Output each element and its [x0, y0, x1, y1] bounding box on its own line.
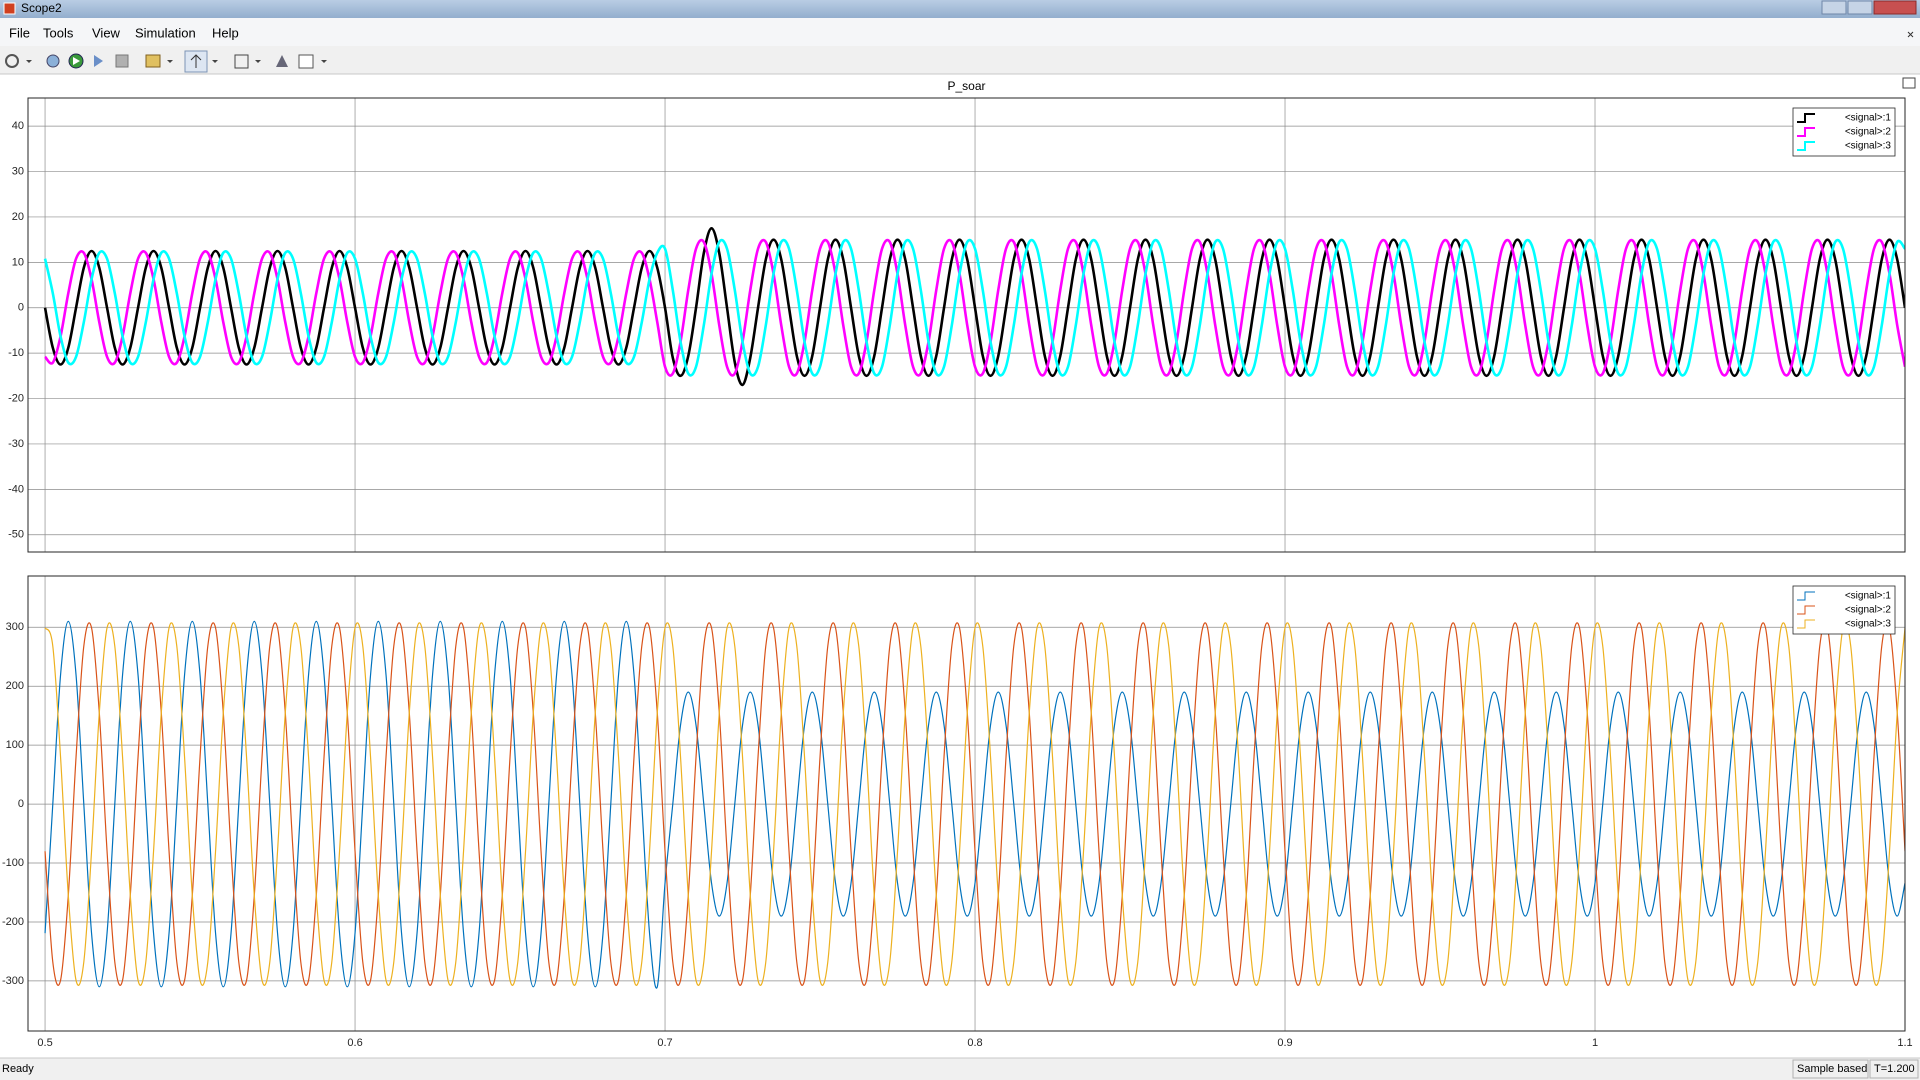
x-tick-label: 0.6 — [347, 1037, 362, 1049]
step-forward-button[interactable] — [94, 55, 103, 67]
y-tick-label: -10 — [8, 347, 24, 359]
autoscale-button[interactable] — [234, 54, 249, 69]
scope-axes: P_soar -50 -40 -30 -20 -10 0 10 20 30 40 <signal>:1… — [8, 79, 1906, 553]
dropdown — [255, 60, 261, 63]
y-tick-label: 40 — [12, 120, 24, 132]
dropdown — [212, 60, 218, 63]
stop-button[interactable] — [115, 54, 129, 68]
trigger-button[interactable] — [276, 55, 288, 67]
menu-item[interactable]: Simulation — [135, 25, 196, 40]
signal-line — [44, 620, 1905, 989]
y-tick-label: -30 — [8, 438, 24, 450]
x-tick-label: 0.5 — [37, 1037, 52, 1049]
legend-label: <signal>:1 — [1845, 113, 1892, 124]
signal-line — [43, 238, 1905, 377]
legend-swatch — [1797, 113, 1815, 123]
y-tick-label: 20 — [12, 211, 24, 223]
status-bar — [0, 1058, 1920, 1080]
app-icon — [3, 2, 16, 15]
legend-swatch — [1797, 605, 1815, 615]
dropdown — [321, 60, 327, 63]
legend-swatch — [1797, 619, 1815, 629]
signal-line — [44, 622, 1905, 986]
close-button[interactable] — [1873, 0, 1917, 15]
dropdown — [167, 60, 173, 63]
y-tick-label: -100 — [2, 857, 24, 869]
maximize-button[interactable] — [1847, 0, 1873, 15]
title-bar — [0, 0, 1920, 18]
x-tick-label: 0.8 — [967, 1037, 982, 1049]
axes-border — [27, 575, 1906, 1032]
legend-swatch — [1797, 127, 1815, 137]
signal-line — [44, 622, 1905, 986]
x-tick-label: 1.1 — [1897, 1037, 1912, 1049]
menu-item[interactable]: View — [92, 25, 121, 40]
y-tick-label: 0 — [18, 798, 24, 810]
highlight-button[interactable] — [145, 54, 161, 68]
style-button[interactable] — [298, 54, 314, 69]
menu-items: File Tools View Simulation Help — [9, 25, 239, 40]
plots: P_soar-50-40-30-20-10010203040<signal>:1… — [2, 79, 1913, 1049]
axes-title: P_soar — [947, 79, 985, 93]
legend-label: <signal>:2 — [1845, 127, 1892, 138]
legend-label: <signal>:2 — [1845, 605, 1892, 616]
menu-item[interactable]: Tools — [43, 25, 74, 40]
window-title: Scope2 — [21, 1, 62, 15]
y-tick-label: 100 — [6, 739, 24, 751]
x-tick-label: 0.9 — [1277, 1037, 1292, 1049]
legend-label: <signal>:1 — [1845, 591, 1892, 602]
run-icon — [73, 57, 80, 65]
signal-line — [44, 238, 1905, 377]
menu-item[interactable]: Help — [212, 25, 239, 40]
scope-axes: -300 -200 -100 0 100 200 300 0.5 0.6 0.7 0.8 0.9 1 1.… — [2, 575, 1913, 1049]
y-tick-label: 30 — [12, 165, 24, 177]
signal-line — [43, 227, 1905, 387]
menu-item[interactable]: File — [9, 25, 30, 40]
legend-label: <signal>:3 — [1845, 141, 1892, 152]
dropdown[interactable] — [26, 60, 32, 63]
status-cell — [1869, 1059, 1919, 1079]
x-tick-label: 1 — [1592, 1037, 1598, 1049]
y-tick-label: -20 — [8, 392, 24, 404]
menu-bar — [0, 18, 1920, 46]
status-mode: Sample based — [1797, 1063, 1867, 1075]
legend-swatch — [1797, 141, 1815, 151]
status-cell — [1792, 1059, 1869, 1079]
zoom-icon — [190, 54, 202, 68]
settings-button[interactable] — [5, 54, 19, 68]
legend-box — [1792, 107, 1896, 157]
x-tick-label: 0.7 — [657, 1037, 672, 1049]
legend-swatch — [1797, 591, 1815, 601]
y-tick-label: -300 — [2, 975, 24, 987]
legend-label: <signal>:3 — [1845, 619, 1892, 630]
y-tick-label: 10 — [12, 256, 24, 268]
y-tick-label: 200 — [6, 680, 24, 692]
dock-arrow[interactable] — [1907, 31, 1914, 38]
step-back-button[interactable] — [46, 54, 60, 68]
status-time: T=1.200 — [1874, 1063, 1915, 1075]
y-tick-label: 0 — [18, 302, 24, 314]
legend-box — [1792, 585, 1896, 635]
toolbar — [0, 46, 1920, 74]
minimize-button[interactable] — [1821, 0, 1847, 15]
undock-button[interactable] — [1902, 77, 1916, 89]
status-text: Ready — [2, 1063, 34, 1075]
y-tick-label: 300 — [6, 621, 24, 633]
y-tick-label: -40 — [8, 483, 24, 495]
y-tick-label: -50 — [8, 529, 24, 541]
y-tick-label: -200 — [2, 916, 24, 928]
axes-border — [27, 97, 1906, 553]
